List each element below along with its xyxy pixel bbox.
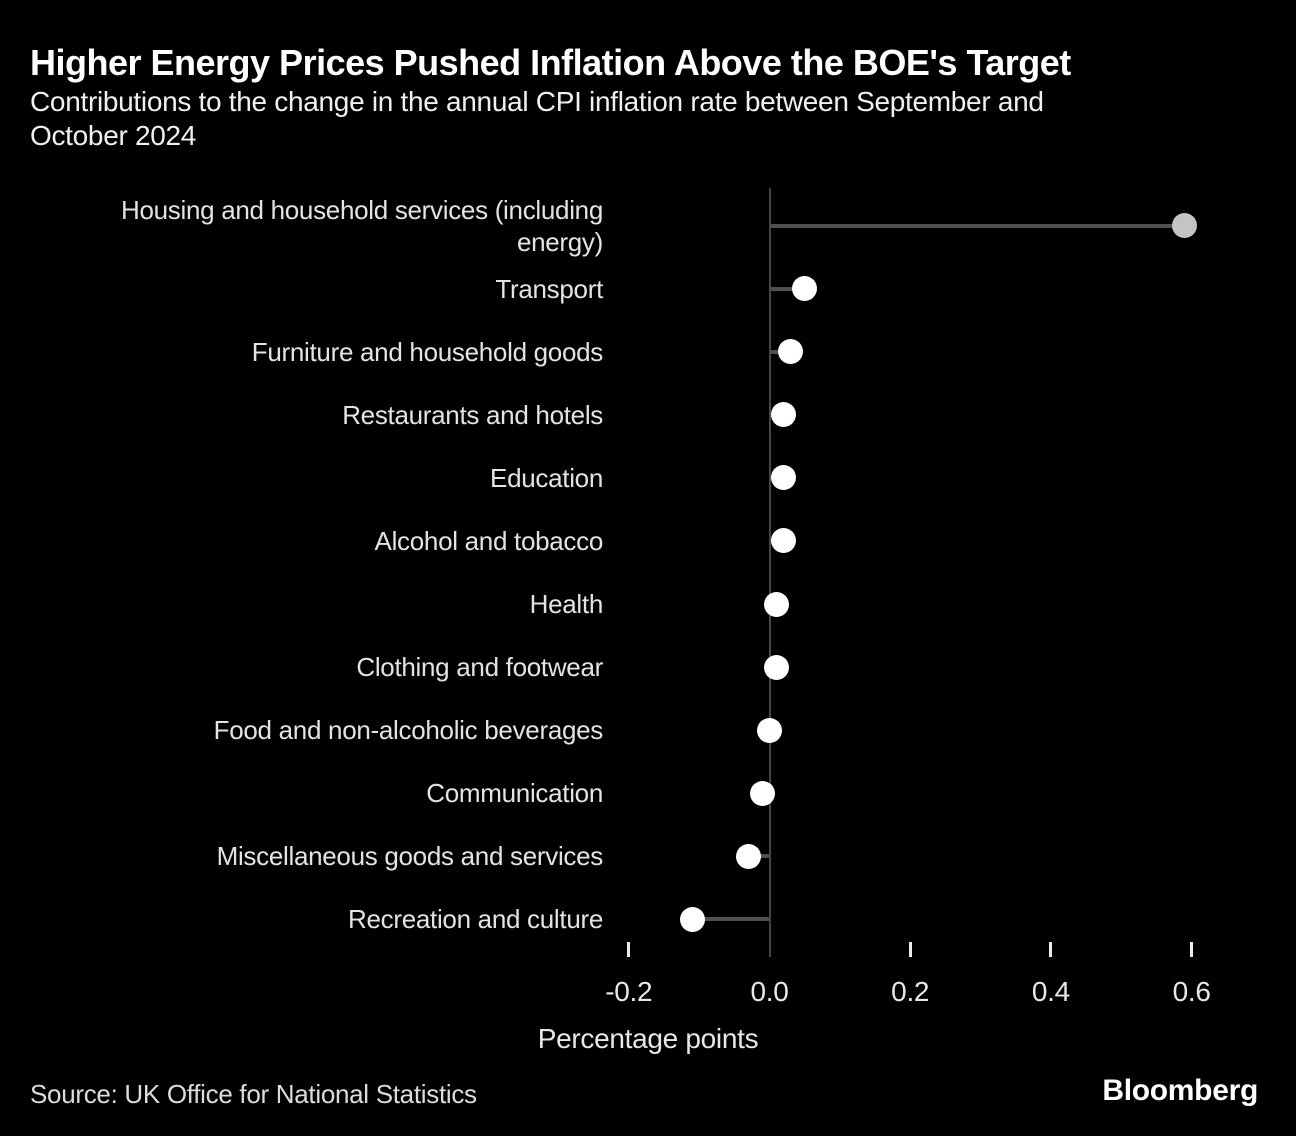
category-label: Furniture and household goods: [251, 336, 604, 367]
category-label: Health: [529, 589, 604, 619]
chart-title: Higher Energy Prices Pushed Inflation Ab…: [30, 42, 1071, 83]
bloomberg-logo: Bloomberg: [1102, 1074, 1258, 1107]
data-point-dot: [771, 402, 797, 428]
axis-tick-label: 0.2: [891, 976, 930, 1007]
lollipop-stem: [692, 917, 770, 922]
category-label: Food and non-alcoholic beverages: [213, 715, 604, 746]
category-label: Transport: [495, 273, 603, 304]
category-label: Recreation and culture: [348, 904, 603, 935]
axis-tick-label: 0.4: [1031, 976, 1070, 1007]
data-point-dot: [764, 591, 790, 617]
data-point-dot: [1172, 213, 1198, 239]
category-label: Restaurants and hotels: [342, 399, 603, 430]
lollipop-stem: [769, 223, 1185, 228]
data-point-dot: [679, 906, 705, 932]
chart-subtitle: Contributions to the change in the annua…: [30, 86, 1044, 151]
data-point-dot: [764, 654, 790, 680]
axis-tick: [627, 942, 631, 957]
data-point-dot: [735, 843, 761, 869]
zero-axis-line: [768, 188, 771, 957]
data-point-dot: [749, 780, 775, 806]
category-label: Education: [490, 462, 603, 493]
axis-tick: [908, 942, 912, 957]
axis-tick: [1190, 942, 1194, 957]
source-attribution: Source: UK Office for National Statistic…: [30, 1079, 477, 1109]
data-point-dot: [792, 276, 818, 302]
data-point-dot: [757, 717, 782, 743]
axis-tick-label: 0.6: [1172, 976, 1211, 1007]
data-point-dot: [778, 339, 804, 365]
axis-tick-label: -0.2: [605, 976, 653, 1007]
x-axis-label: Percentage points: [537, 1023, 759, 1054]
lollipop-stem: [769, 286, 805, 291]
axis-tick-label: 0.0: [750, 976, 789, 1007]
category-label: Clothing and footwear: [356, 652, 603, 683]
category-label: Housing and household services (includin…: [120, 194, 603, 257]
category-label: Alcohol and tobacco: [374, 525, 604, 556]
data-point-dot: [771, 465, 797, 491]
axis-tick: [1049, 942, 1053, 957]
category-label: Communication: [426, 778, 603, 809]
category-label: Miscellaneous goods and services: [216, 841, 604, 872]
data-point-dot: [771, 528, 797, 554]
